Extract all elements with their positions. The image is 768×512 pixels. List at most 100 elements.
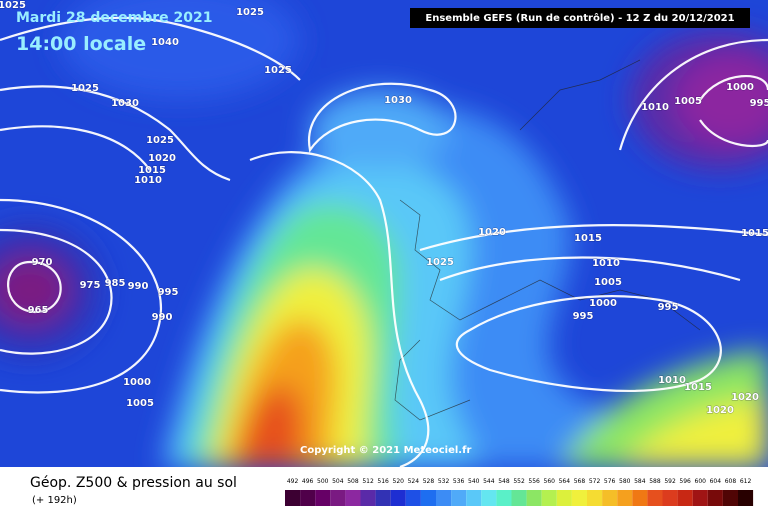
colorbar-swatch	[692, 490, 708, 506]
colorbar-tick-label: 596	[679, 478, 691, 485]
colorbar-tick-label: 504	[332, 478, 344, 485]
isobar-label: 975	[80, 280, 101, 291]
isobar-label: 1010	[592, 258, 620, 269]
colorbar-tick-label: 564	[559, 478, 571, 485]
colorbar-tick-label: 492	[287, 478, 299, 485]
copyright: Copyright © 2021 Meteociel.fr	[300, 445, 471, 456]
colorbar-tick-label: 608	[725, 478, 737, 485]
colorbar-swatch	[722, 490, 738, 506]
colorbar-tick-label: 520	[393, 478, 405, 485]
colorbar-swatch	[602, 490, 618, 506]
isobar-label: 995	[158, 287, 179, 298]
colorbar-swatch	[587, 490, 603, 506]
isobar-label: 1000	[589, 298, 617, 309]
isobar-label: 1010	[134, 175, 162, 186]
field	[0, 0, 768, 469]
colorbar-swatch	[436, 490, 452, 506]
isobar-label: 1025	[264, 65, 292, 76]
colorbar-swatch	[496, 490, 512, 506]
colorbar-swatch	[541, 490, 557, 506]
colorbar-swatch	[511, 490, 527, 506]
colorbar-swatch	[677, 490, 693, 506]
isobar-label: 985	[105, 278, 126, 289]
isobar-label: 965	[28, 305, 49, 316]
colorbar-swatch	[466, 490, 482, 506]
colorbar-swatch	[556, 490, 572, 506]
colorbar-swatch	[375, 490, 391, 506]
colorbar-swatch	[617, 490, 633, 506]
colorbar-swatch	[632, 490, 648, 506]
colorbar-swatch	[526, 490, 542, 506]
isobar-label: 970	[32, 257, 53, 268]
colorbar-tick-label: 604	[710, 478, 722, 485]
isobar-label: 990	[152, 312, 173, 323]
colorbar-swatch	[647, 490, 663, 506]
colorbar-tick-label: 500	[317, 478, 329, 485]
colorbar-tick-label: 532	[438, 478, 450, 485]
isobar-label: 1015	[684, 382, 712, 393]
colorbar-swatch	[451, 490, 467, 506]
colorbar: 492 496 500 504 508 512 516 520 524 528 532 536 540 5…	[285, 478, 754, 506]
footer-title: Géop. Z500 & pression au sol	[30, 475, 237, 491]
isobar-label: 1025	[236, 7, 264, 18]
isobar-label: 1030	[111, 98, 139, 109]
isobar-label: 1010	[658, 375, 686, 386]
colorbar-tick-label: 516	[377, 478, 389, 485]
colorbar-tick-label: 540	[468, 478, 480, 485]
colorbar-tick-label: 496	[302, 478, 314, 485]
isobar-label: 1025	[146, 135, 174, 146]
colorbar-tick-label: 592	[664, 478, 676, 485]
isobar-label: 1025	[71, 83, 99, 94]
isobars	[0, 16, 768, 469]
colorbar-tick-label: 512	[362, 478, 374, 485]
footer-lead: (+ 192h)	[32, 495, 77, 506]
colorbar-swatch	[738, 490, 754, 506]
colorbar-tick-label: 548	[498, 478, 510, 485]
isobar-label: 1040	[151, 37, 179, 48]
isobar-label: 995	[658, 302, 679, 313]
colorbar-swatch	[300, 490, 316, 506]
isobar-label: 1030	[384, 95, 412, 106]
date-label: Mardi 28 decembre 2021	[16, 10, 213, 26]
colorbar-tick-label: 552	[513, 478, 525, 485]
isobar-label: 1020	[478, 227, 506, 238]
colorbar-tick-label: 568	[574, 478, 586, 485]
isobar-label: 1005	[594, 277, 622, 288]
time-label: 14:00 locale	[16, 33, 146, 55]
colorbar-swatch	[662, 490, 678, 506]
colorbar-tick-label: 524	[408, 478, 420, 485]
isobar-label: 995	[750, 98, 768, 109]
isobar-label: 1020	[148, 153, 176, 164]
colorbar-tick-label: 576	[604, 478, 616, 485]
colorbar-swatch	[405, 490, 421, 506]
colorbar-tick-label: 580	[619, 478, 631, 485]
colorbar-swatch	[571, 490, 587, 506]
colorbar-tick-label: 556	[528, 478, 540, 485]
colorbar-tick-label: 544	[483, 478, 495, 485]
colorbar-swatch	[345, 490, 361, 506]
run-box	[410, 8, 750, 28]
isobar-label: 1020	[731, 392, 759, 403]
colorbar-tick-label: 588	[649, 478, 661, 485]
colorbar-tick-label: 528	[423, 478, 435, 485]
colorbar-swatch	[390, 490, 406, 506]
colorbar-tick-label: 584	[634, 478, 646, 485]
colorbar-swatch	[420, 490, 436, 506]
isobar-label: 1000	[726, 82, 754, 93]
isobar-labels: 1025 1025 1040 1025 1025 1030 1030 1010 1005 1000…	[0, 0, 768, 417]
colorbar-tick-label: 508	[347, 478, 359, 485]
colorbar-swatch	[315, 490, 331, 506]
colorbar-tick-label: 612	[740, 478, 752, 485]
isobar-label: 1025	[0, 0, 26, 11]
colorbar-tick-label: 560	[544, 478, 556, 485]
colorbar-swatch	[707, 490, 723, 506]
isobar-label: 995	[573, 311, 594, 322]
isobar-label: 1025	[426, 257, 454, 268]
isobar-label: 1015	[574, 233, 602, 244]
colorbar-tick-label: 536	[453, 478, 465, 485]
isobar-label: 1005	[126, 398, 154, 409]
run-info: Ensemble GEFS (Run de contrôle) - 12 Z d…	[425, 12, 734, 24]
colorbar-swatch	[481, 490, 497, 506]
isobar-label: 1010	[641, 102, 669, 113]
